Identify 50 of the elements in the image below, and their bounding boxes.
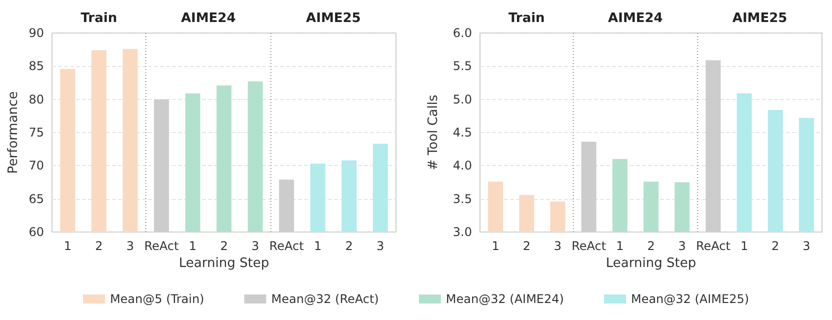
text: AIME25: [732, 11, 788, 26]
text: Train: [508, 11, 545, 26]
y-tick-label: 85: [28, 59, 44, 74]
y-tick-label: 80: [28, 92, 44, 106]
x-tick-label: 3: [251, 239, 260, 253]
x-tick-label: 2: [345, 239, 353, 253]
text: Train: [80, 11, 118, 26]
text: AIME24: [180, 11, 236, 26]
x-tick-label: 2: [95, 239, 103, 253]
x-tick-label: 3: [376, 239, 384, 253]
x-tick-label: 2: [647, 239, 655, 253]
y-tick-label: 75: [28, 126, 44, 140]
legend-label: Mean@32 (AIME24): [446, 292, 564, 306]
x-tick-label: ReAct: [696, 239, 731, 253]
y-tick-label: 4.5: [452, 126, 472, 140]
y-tick-label: 6.0: [452, 26, 472, 40]
x-axis-title: Learning Step: [606, 256, 696, 271]
x-tick-label: 3: [802, 239, 810, 253]
x-tick-label: 1: [492, 239, 500, 253]
x-axis-title: Learning Step: [178, 256, 270, 271]
y-axis-title: # Tool Calls: [426, 94, 441, 170]
legend-label: Mean@5 (Train): [110, 292, 204, 306]
x-tick-label: 1: [188, 239, 197, 253]
y-tick-label: 4.0: [452, 158, 472, 173]
legend-label: Mean@32 (AIME25): [630, 292, 750, 306]
y-tick-label: 60: [28, 225, 44, 239]
x-tick-label: 1: [616, 239, 624, 253]
y-axis-title: Performance: [6, 91, 21, 174]
y-tick-label: 5.0: [452, 92, 472, 106]
x-tick-label: 3: [678, 239, 686, 253]
x-tick-label: 1: [64, 239, 72, 253]
text: AIME25: [306, 11, 361, 26]
y-tick-label: 3.0: [452, 225, 472, 239]
x-tick-label: 1: [740, 239, 748, 253]
x-tick-label: 2: [772, 239, 780, 253]
y-tick-label: 65: [28, 192, 44, 206]
x-tick-label: ReAct: [144, 239, 179, 253]
x-tick-label: 3: [126, 239, 134, 253]
x-tick-label: 2: [220, 239, 228, 253]
x-tick-label: 2: [522, 239, 530, 253]
x-tick-label: ReAct: [269, 239, 304, 253]
text: AIME24: [608, 11, 663, 26]
y-tick-label: 5.5: [452, 59, 472, 74]
x-tick-label: ReAct: [572, 239, 606, 253]
x-tick-label: 1: [314, 239, 322, 253]
legend-label: Mean@32 (ReAct): [271, 292, 379, 306]
y-tick-label: 70: [28, 158, 44, 173]
y-tick-label: 90: [28, 26, 44, 40]
x-tick-label: 3: [554, 239, 562, 253]
y-tick-label: 3.5: [452, 192, 472, 206]
